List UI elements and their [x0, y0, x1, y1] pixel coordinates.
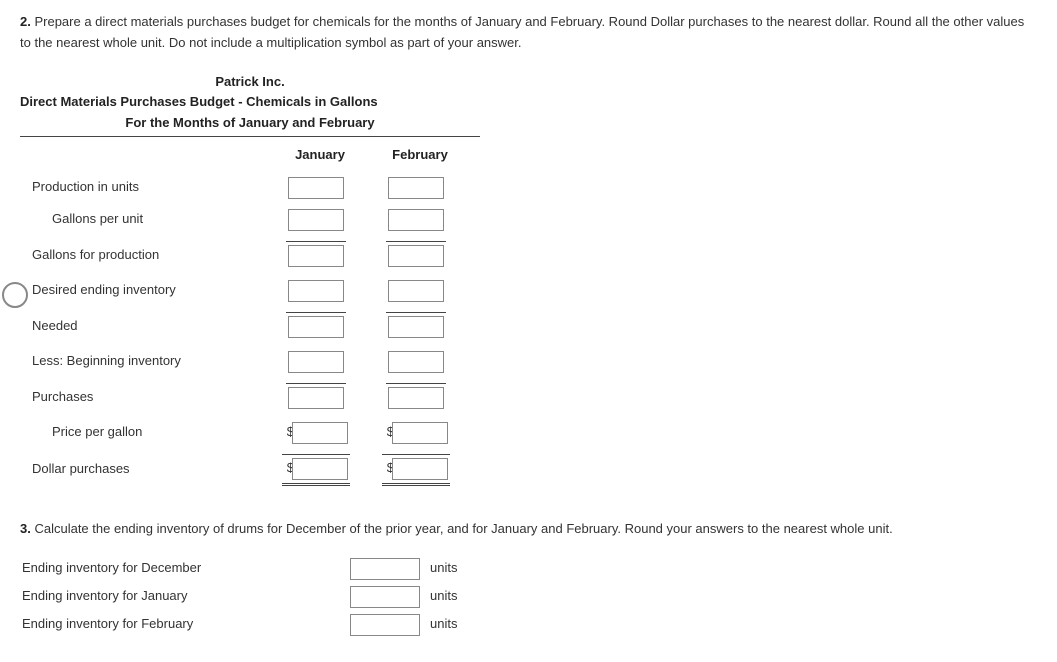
q2-number: 2.: [20, 14, 31, 29]
budget-subtitle: For the Months of January and February: [20, 113, 480, 137]
production-jan-input[interactable]: [288, 177, 344, 199]
purch-feb-input[interactable]: [388, 387, 444, 409]
ending-dec-input[interactable]: [350, 558, 420, 580]
ending-feb-input[interactable]: [350, 614, 420, 636]
ppg-feb-input[interactable]: [392, 422, 448, 444]
gpu-jan-input[interactable]: [288, 209, 344, 231]
gfp-feb-input[interactable]: [388, 245, 444, 267]
q3-number: 3.: [20, 521, 31, 536]
q3-text: Calculate the ending inventory of drums …: [34, 521, 892, 536]
units-label: units: [430, 614, 457, 635]
needed-feb-input[interactable]: [388, 316, 444, 338]
ending-jan-input[interactable]: [350, 586, 420, 608]
label-less-beginning: Less: Beginning inventory: [20, 346, 270, 378]
row-gallons-per-unit: Gallons per unit: [20, 204, 470, 236]
ppg-jan-input[interactable]: [292, 422, 348, 444]
de-feb-input[interactable]: [388, 280, 444, 302]
label-ending-feb: Ending inventory for February: [20, 614, 350, 635]
row-dollar-purchases: Dollar purchases $ $: [20, 449, 470, 491]
gfp-jan-input[interactable]: [288, 245, 344, 267]
col-header-january: January: [270, 139, 370, 172]
row-purchases: Purchases: [20, 378, 470, 417]
budget-title: Direct Materials Purchases Budget - Chem…: [20, 92, 1037, 113]
label-gallons-for-production: Gallons for production: [20, 236, 270, 275]
row-ending-dec: Ending inventory for December units: [20, 558, 1037, 580]
row-needed: Needed: [20, 307, 470, 346]
side-nav-circle: [2, 282, 28, 308]
label-production: Production in units: [20, 172, 270, 204]
row-ending-feb: Ending inventory for February units: [20, 614, 1037, 636]
row-desired-ending: Desired ending inventory: [20, 275, 470, 307]
row-less-beginning: Less: Beginning inventory: [20, 346, 470, 378]
row-gallons-for-production: Gallons for production: [20, 236, 470, 275]
label-needed: Needed: [20, 307, 270, 346]
q2-prompt: 2. Prepare a direct materials purchases …: [20, 12, 1037, 54]
needed-jan-input[interactable]: [288, 316, 344, 338]
gpu-feb-input[interactable]: [388, 209, 444, 231]
units-label: units: [430, 586, 457, 607]
dp-jan-input[interactable]: [292, 458, 348, 480]
label-desired-ending: Desired ending inventory: [20, 275, 270, 307]
company-name: Patrick Inc.: [20, 72, 480, 93]
units-label: units: [430, 558, 457, 579]
budget-table: January February Production in units Gal…: [20, 139, 470, 491]
label-ending-dec: Ending inventory for December: [20, 558, 350, 579]
lb-jan-input[interactable]: [288, 351, 344, 373]
lb-feb-input[interactable]: [388, 351, 444, 373]
dp-feb-input[interactable]: [392, 458, 448, 480]
row-ending-jan: Ending inventory for January units: [20, 586, 1037, 608]
q2-text: Prepare a direct materials purchases bud…: [20, 14, 1024, 50]
purch-jan-input[interactable]: [288, 387, 344, 409]
q3-prompt: 3. Calculate the ending inventory of dru…: [20, 519, 1037, 540]
row-price-per-gallon: Price per gallon $ $: [20, 417, 470, 449]
label-ending-jan: Ending inventory for January: [20, 586, 350, 607]
label-dollar-purchases: Dollar purchases: [20, 449, 270, 491]
label-price-per-gallon: Price per gallon: [20, 417, 270, 449]
budget-header-block: Patrick Inc. Direct Materials Purchases …: [20, 72, 1037, 137]
row-production: Production in units: [20, 172, 470, 204]
production-feb-input[interactable]: [388, 177, 444, 199]
de-jan-input[interactable]: [288, 280, 344, 302]
blank-header: [20, 139, 270, 172]
col-header-february: February: [370, 139, 470, 172]
label-gallons-per-unit: Gallons per unit: [20, 204, 270, 236]
label-purchases: Purchases: [20, 378, 270, 417]
